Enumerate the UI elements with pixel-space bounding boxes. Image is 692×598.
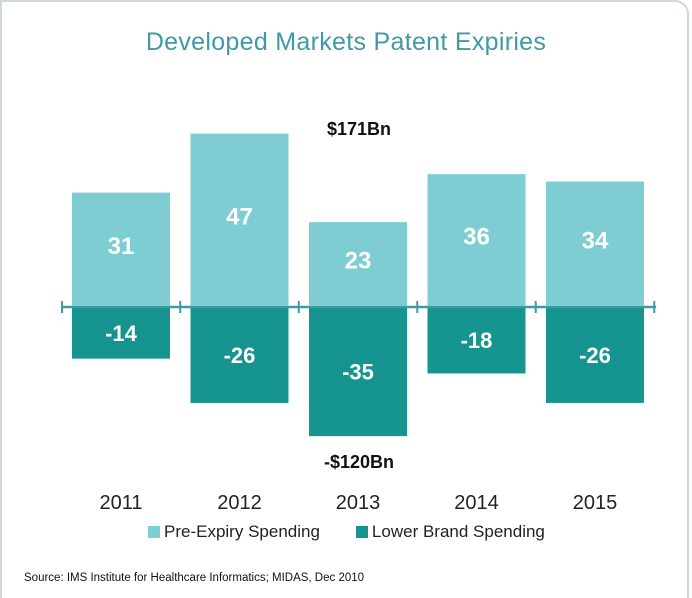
legend-item-lower-brand: Lower Brand Spending [355, 522, 545, 542]
data-label-lower-brand: -14 [105, 321, 138, 346]
annotation-negative-total: -$120Bn [324, 452, 394, 472]
legend-swatch-lower-brand [355, 526, 368, 538]
legend-label-lower-brand: Lower Brand Spending [371, 522, 545, 541]
data-label-lower-brand: -35 [342, 360, 374, 385]
source-note: Source: IMS Institute for Healthcare Inf… [24, 572, 365, 584]
chart-title: Developed Markets Patent Expiries [145, 28, 547, 56]
legend-item-pre-expiry: Pre-Expiry Spending [148, 522, 320, 542]
data-label-lower-brand: -26 [224, 343, 256, 368]
x-tick-label: 2012 [217, 492, 262, 510]
x-tick-label: 2015 [573, 492, 618, 510]
bar-pre-expiry-2015 [546, 181, 644, 306]
legend-label-pre-expiry: Pre-Expiry Spending [164, 522, 320, 541]
data-label-pre-expiry: 23 [345, 248, 372, 275]
bar-lower-brand-2014 [427, 308, 526, 374]
x-tick-label: 2013 [336, 492, 381, 510]
bar-lower-brand-2011 [72, 308, 170, 359]
x-tick-label: 2014 [454, 492, 499, 510]
bar-lower-brand-2015 [546, 308, 644, 403]
annotation-positive-total: $171Bn [327, 119, 391, 139]
bar-chart: 31 -14 2011 47 -26 2012 23 -35 2013 36 -18 2014 34 -2… [61, 119, 656, 510]
chart-legend: Pre-Expiry Spending Lower Brand Spending [148, 522, 581, 542]
bar-lower-brand-2012 [190, 308, 289, 403]
data-label-pre-expiry: 34 [582, 227, 609, 254]
data-label-pre-expiry: 31 [108, 233, 135, 260]
bar-pre-expiry-2014 [427, 174, 526, 306]
data-label-pre-expiry: 36 [463, 224, 490, 251]
legend-swatch-pre-expiry [148, 526, 160, 538]
data-label-lower-brand: -26 [579, 343, 611, 368]
data-label-lower-brand: -18 [461, 328, 493, 353]
x-tick-label: 2011 [99, 492, 142, 510]
bar-lower-brand-2013 [309, 308, 407, 437]
data-label-pre-expiry: 47 [226, 203, 253, 230]
bar-pre-expiry-2011 [72, 192, 170, 306]
bar-pre-expiry-2012 [190, 133, 289, 306]
bar-pre-expiry-2013 [309, 222, 407, 306]
